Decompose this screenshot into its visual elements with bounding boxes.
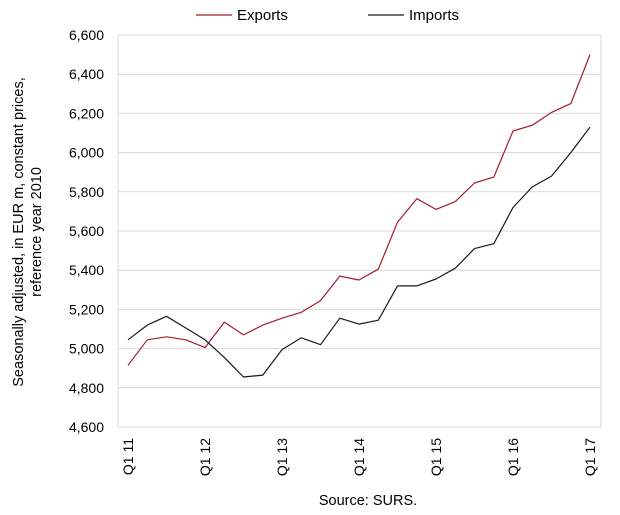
series-line-exports [127, 54, 591, 366]
x-tick-label: Q1 17 [582, 438, 598, 476]
source-note: Source: SURS. [319, 493, 417, 509]
y-axis-title-line-1: Seasonally adjusted, in EUR m, constant … [11, 77, 27, 386]
y-axis-title: Seasonally adjusted, in EUR m, constant … [11, 77, 45, 386]
y-tick-label: 5,200 [69, 301, 104, 317]
legend: Exports Imports [196, 7, 459, 24]
y-axis-ticks: 4,600 4,800 5,000 5,200 5,400 5,600 5,800 6,000… [69, 27, 104, 435]
x-tick-label: Q1 11 [120, 438, 136, 475]
x-tick-label: Q1 14 [351, 438, 367, 476]
y-tick-label: 5,600 [69, 223, 104, 239]
x-tick-label: Q1 16 [505, 438, 521, 476]
y-tick-label: 4,600 [69, 419, 104, 435]
x-tick-label: Q1 15 [428, 438, 444, 476]
y-tick-label: 6,600 [69, 27, 104, 43]
x-tick-label: Q1 12 [197, 438, 213, 476]
legend-label-imports: Imports [409, 7, 459, 24]
y-tick-label: 6,400 [69, 66, 104, 82]
y-tick-label: 6,000 [69, 145, 104, 161]
y-tick-label: 5,400 [69, 262, 104, 278]
y-tick-label: 6,200 [69, 105, 104, 121]
x-axis-ticks: Q1 11 Q1 12 Q1 13 Q1 14 Q1 15 Q1 16 Q1 17 [120, 438, 598, 476]
y-gridlines [117, 34, 602, 428]
series-line-imports [127, 126, 591, 378]
y-tick-label: 5,000 [69, 341, 104, 357]
y-tick-label: 5,800 [69, 184, 104, 200]
y-axis-title-line-2: reference year 2010 [29, 167, 45, 297]
series-lines [127, 54, 591, 378]
x-tick-label: Q1 13 [274, 438, 290, 476]
legend-label-exports: Exports [237, 7, 288, 24]
y-tick-label: 4,800 [69, 380, 104, 396]
